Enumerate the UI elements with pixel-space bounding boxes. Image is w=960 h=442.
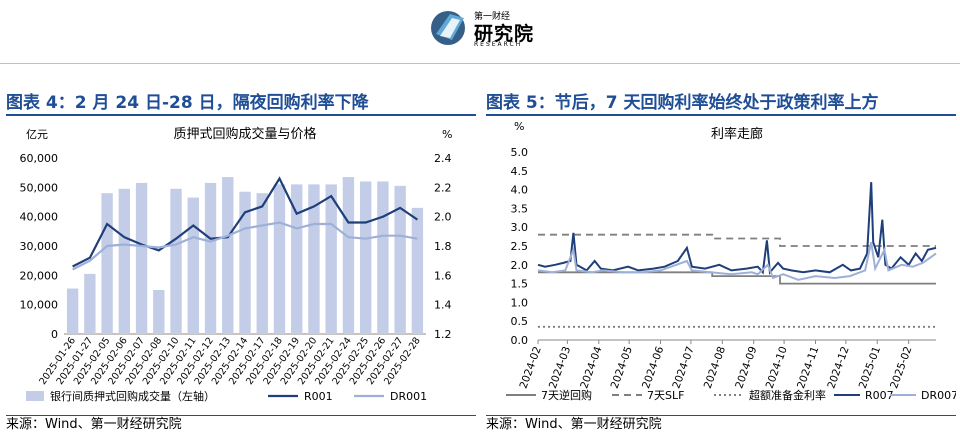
volume-bar xyxy=(394,185,406,334)
x-tick-label: 2024-08 xyxy=(702,345,728,390)
volume-bar xyxy=(239,191,251,334)
series-line xyxy=(538,233,936,247)
right-y-tick-label: 2.0 xyxy=(434,211,452,224)
left-title-rule xyxy=(6,114,476,116)
logo-small-text: 第一财经 xyxy=(474,12,511,22)
right-chart: 利率走廊% 0.0 0.5 1.0 1.5 2.0 2.5 3.0 3.5 4.0 4.5 5.0 20… xyxy=(506,120,956,402)
left-axis-unit: 亿元 xyxy=(26,128,48,141)
x-tick-label: 2024-10 xyxy=(764,345,790,390)
volume-bar xyxy=(101,193,113,334)
x-tick-label: 2025-01 xyxy=(857,345,883,390)
x-tick-label: 2024-11 xyxy=(795,345,821,390)
y-tick-label: 1.5 xyxy=(511,278,529,291)
left-bottom-rule xyxy=(6,415,476,416)
volume-bar xyxy=(256,193,268,334)
x-tick-label: 2024-12 xyxy=(825,345,851,390)
left-panel-title: 图表 4：2 月 24 日-28 日，隔夜回购利率下降 xyxy=(6,93,369,113)
volume-bar xyxy=(84,273,96,334)
volume-bar xyxy=(411,207,424,334)
left-y-tick-label: 60,000 xyxy=(20,152,59,165)
right-y-tick-label: 2.4 xyxy=(434,152,452,165)
volume-bar xyxy=(135,182,148,334)
legend-label: R007 xyxy=(865,389,894,402)
left-panel: 图表 4：2 月 24 日-28 日，隔夜回购利率下降 质押式回购成交量与价格 亿… xyxy=(6,88,476,420)
chart-title: 质押式回购成交量与价格 xyxy=(173,126,316,142)
y-tick-label: 3.0 xyxy=(511,221,529,234)
left-y-tick-label: 40,000 xyxy=(20,211,59,224)
logo-main-text: 研究院 xyxy=(474,23,535,45)
series-line xyxy=(537,182,937,275)
volume-bar xyxy=(273,184,286,334)
y-tick-label: 0.5 xyxy=(511,315,529,328)
y-tick-label: 1.0 xyxy=(511,296,529,309)
right-panel-title: 图表 5：节后，7 天回购利率始终处于政策利率上方 xyxy=(486,93,879,113)
series-line xyxy=(537,241,937,281)
volume-bar xyxy=(118,188,131,334)
x-tick-label: 2024-03 xyxy=(547,345,573,390)
legend-label: 7天SLF xyxy=(647,389,684,402)
right-y-tick-label: 1.8 xyxy=(434,240,452,253)
volume-bar xyxy=(153,290,165,334)
y-axis-unit: % xyxy=(514,120,524,133)
right-title-rule xyxy=(486,114,956,116)
left-chart: 质押式回购成交量与价格 亿元 % 0 10,000 20,000 30,000 40,000 5… xyxy=(20,126,453,403)
legend-label: 超额准备金利率 xyxy=(749,388,826,402)
legend-label-volume: 银行间质押式回购成交量（左轴） xyxy=(50,389,215,403)
globe-book-icon xyxy=(431,11,465,45)
right-bottom-rule xyxy=(486,415,956,416)
legend-label-dr001: DR001 xyxy=(390,390,427,403)
y-tick-label: 0.0 xyxy=(511,334,529,347)
left-y-tick-label: 20,000 xyxy=(20,269,59,282)
right-y-tick-label: 1.4 xyxy=(434,299,452,312)
volume-bar xyxy=(308,184,320,334)
x-tick-label: 2024-02 xyxy=(518,345,544,390)
series-line-dr001 xyxy=(72,221,418,271)
legend-label: DR007 xyxy=(921,389,956,402)
left-y-tick-label: 10,000 xyxy=(20,299,59,312)
header-divider xyxy=(0,63,960,64)
y-tick-label: 5.0 xyxy=(511,146,529,159)
right-axis-unit: % xyxy=(442,128,452,141)
logo-en-text: RESEARCH xyxy=(474,41,523,48)
volume-bar xyxy=(66,288,79,334)
x-tick-label: 2024-04 xyxy=(578,345,604,391)
right-y-tick-label: 1.6 xyxy=(434,269,452,282)
x-tick-label: 2024-06 xyxy=(640,345,666,391)
legend-swatch-volume xyxy=(26,391,44,401)
left-y-tick-label: 30,000 xyxy=(20,240,59,253)
volume-bar xyxy=(204,182,217,334)
volume-bar xyxy=(325,184,337,334)
legend-label: 7天逆回购 xyxy=(541,388,592,402)
legend-label-r001: R001 xyxy=(304,390,333,403)
left-y-tick-label: 0 xyxy=(51,328,58,341)
y-tick-label: 2.5 xyxy=(511,240,529,253)
series-line xyxy=(538,271,936,285)
research-logo xyxy=(431,11,465,45)
right-source: 来源：Wind、第一财经研究院 xyxy=(486,417,662,432)
volume-bar xyxy=(291,184,303,334)
y-tick-label: 4.0 xyxy=(511,184,529,197)
x-tick-label: 2024-05 xyxy=(609,345,635,390)
y-tick-label: 4.5 xyxy=(511,165,529,178)
right-y-tick-label: 2.2 xyxy=(434,181,452,194)
volume-bar xyxy=(187,197,199,334)
y-tick-label: 2.0 xyxy=(511,259,529,272)
chart-title: 利率走廊 xyxy=(711,126,763,142)
volume-bar xyxy=(359,181,372,334)
x-tick-label: 2024-09 xyxy=(733,345,759,390)
volume-bar xyxy=(222,177,234,334)
left-y-tick-label: 50,000 xyxy=(20,181,59,194)
volume-bar xyxy=(342,177,355,334)
x-tick-label: 2025-02 xyxy=(888,345,914,390)
volume-bar xyxy=(170,188,182,334)
volume-bar xyxy=(377,181,389,334)
right-panel: 图表 5：节后，7 天回购利率始终处于政策利率上方 利率走廊% 0.0 0.5 1.0… xyxy=(486,88,956,420)
x-tick-label: 2024-07 xyxy=(670,345,696,390)
series-line-r001 xyxy=(72,176,419,268)
y-tick-label: 3.5 xyxy=(511,202,529,215)
left-source: 来源：Wind、第一财经研究院 xyxy=(6,417,182,432)
right-y-tick-label: 1.2 xyxy=(434,328,452,341)
